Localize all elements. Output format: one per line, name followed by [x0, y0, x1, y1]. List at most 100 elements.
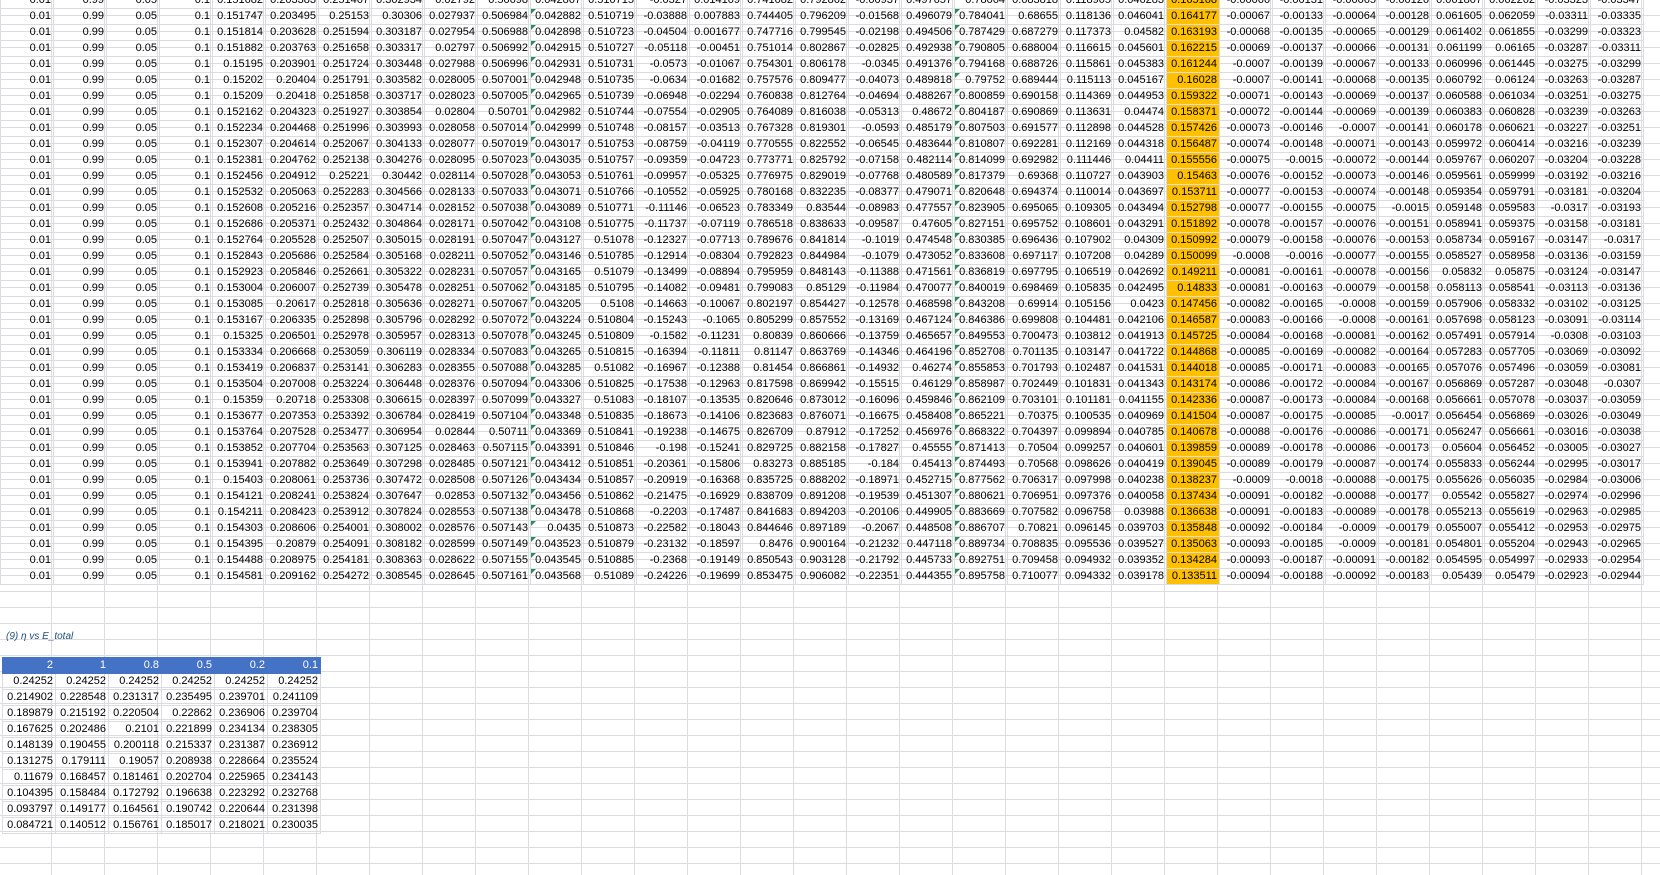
table-cell[interactable]: 0.144018 [1166, 360, 1220, 377]
table-cell[interactable]: 0.305168 [371, 248, 425, 265]
table-cell[interactable]: -0.0007 [1219, 56, 1273, 73]
table-cell[interactable]: 0.060828 [1484, 104, 1538, 121]
table-cell[interactable]: 0.510785 [583, 248, 637, 265]
table-cell[interactable]: 0.689444 [1007, 72, 1061, 89]
table-cell[interactable]: 0.189879 [2, 705, 56, 722]
table-cell[interactable]: -0.16675 [848, 408, 902, 425]
table-cell[interactable]: 0.858987 [954, 376, 1008, 393]
table-cell[interactable]: 0.251858 [318, 88, 372, 105]
table-cell[interactable]: 0.1 [159, 360, 213, 377]
table-cell[interactable]: -0.00173 [1272, 392, 1326, 409]
table-cell[interactable]: 0.843208 [954, 296, 1008, 313]
table-cell[interactable]: -0.03311 [1537, 8, 1591, 25]
table-cell[interactable]: -0.00076 [1219, 168, 1273, 185]
table-cell[interactable]: 0.805299 [742, 312, 796, 329]
table-cell[interactable]: -0.00085 [1219, 344, 1273, 361]
table-cell[interactable]: 0.50701 [477, 104, 531, 121]
table-cell[interactable]: 0.057698 [1431, 312, 1485, 329]
table-cell[interactable]: -0.03239 [1590, 136, 1644, 153]
table-cell[interactable]: -0.10067 [689, 296, 743, 313]
table-cell[interactable]: 0.15325 [212, 328, 266, 345]
table-cell[interactable]: -0.18107 [636, 392, 690, 409]
table-cell[interactable]: 0.203628 [265, 24, 319, 41]
table-cell[interactable]: 0.06165 [1484, 40, 1538, 57]
table-cell[interactable]: 0.235524 [267, 753, 321, 770]
table-cell[interactable]: -0.0009 [1325, 536, 1379, 553]
table-cell[interactable]: 0.79752 [954, 72, 1008, 89]
table-cell[interactable]: -0.00092 [1219, 520, 1273, 537]
table-cell[interactable]: 0.307647 [371, 488, 425, 505]
table-cell[interactable]: -0.2067 [848, 520, 902, 537]
table-cell[interactable]: 0.692281 [1007, 136, 1061, 153]
table-cell[interactable]: 0.510715 [583, 0, 637, 9]
table-cell[interactable]: 0.221899 [161, 721, 215, 738]
table-cell[interactable]: 0.04289 [1113, 248, 1167, 265]
table-cell[interactable]: 0.99 [53, 152, 107, 169]
table-cell[interactable]: 0.04309 [1113, 232, 1167, 249]
table-cell[interactable]: 0.05 [106, 344, 160, 361]
table-cell[interactable]: 0.096145 [1060, 520, 1114, 537]
table-cell[interactable]: 0.01 [0, 152, 54, 169]
table-cell[interactable]: -0.02198 [848, 24, 902, 41]
table-cell[interactable]: 0.234143 [267, 769, 321, 786]
table-cell[interactable]: 0.140678 [1166, 424, 1220, 441]
table-cell[interactable]: 0.043291 [1113, 216, 1167, 233]
table-cell[interactable]: 0.05542 [1431, 488, 1485, 505]
table-cell[interactable]: 0.85129 [795, 280, 849, 297]
table-cell[interactable]: 0.45555 [901, 440, 955, 457]
table-cell[interactable]: 0.116615 [1060, 40, 1114, 57]
table-cell[interactable]: 0.696436 [1007, 232, 1061, 249]
table-cell[interactable]: 0.1 [159, 552, 213, 569]
table-cell[interactable]: -0.18673 [636, 408, 690, 425]
table-cell[interactable]: 0.043494 [1113, 200, 1167, 217]
table-cell[interactable]: 0.1 [159, 456, 213, 473]
table-cell[interactable]: 0.204468 [265, 120, 319, 137]
table-cell[interactable]: 0.885185 [795, 456, 849, 473]
table-cell[interactable]: 0.05 [106, 520, 160, 537]
table-cell[interactable]: 0.152162 [212, 104, 266, 121]
table-cell[interactable]: 0.202704 [161, 769, 215, 786]
table-cell[interactable]: 0.741082 [742, 0, 796, 9]
table-cell[interactable]: 0.057287 [1484, 376, 1538, 393]
table-cell[interactable]: 0.152532 [212, 184, 266, 201]
table-cell[interactable]: 0.01 [0, 552, 54, 569]
table-cell[interactable]: 0.1 [159, 504, 213, 521]
table-cell[interactable]: 0.253059 [318, 344, 372, 361]
table-cell[interactable]: -0.00069 [1325, 104, 1379, 121]
table-cell[interactable]: -0.00135 [1378, 72, 1432, 89]
table-cell[interactable]: -0.12327 [636, 232, 690, 249]
table-cell[interactable]: 0.101831 [1060, 376, 1114, 393]
table-cell[interactable]: -0.0008 [1325, 312, 1379, 329]
table-cell[interactable]: 0.770555 [742, 136, 796, 153]
table-cell[interactable]: 0.99 [53, 184, 107, 201]
table-cell[interactable]: -0.24226 [636, 568, 690, 585]
table-cell[interactable]: 0.131275 [2, 753, 56, 770]
table-cell[interactable]: 0.307472 [371, 472, 425, 489]
table-cell[interactable]: 0.855853 [954, 360, 1008, 377]
table-cell[interactable]: -0.00137 [1272, 40, 1326, 57]
table-cell[interactable]: -0.00156 [1378, 264, 1432, 281]
table-cell[interactable]: 0.507072 [477, 312, 531, 329]
table-cell[interactable]: -0.07768 [848, 168, 902, 185]
table-cell[interactable]: 0.05 [106, 152, 160, 169]
table-cell[interactable]: 0.838709 [742, 488, 796, 505]
table-cell[interactable]: 0.05 [106, 184, 160, 201]
table-cell[interactable]: 0.829019 [795, 168, 849, 185]
table-cell[interactable]: 0.70568 [1007, 456, 1061, 473]
table-cell[interactable]: 0.51082 [583, 360, 637, 377]
table-cell[interactable]: 0.506988 [477, 24, 531, 41]
table-cell[interactable]: 0.492938 [901, 40, 955, 57]
table-cell[interactable]: 0.24252 [55, 673, 109, 690]
table-cell[interactable]: -0.03147 [1590, 264, 1644, 281]
table-cell[interactable]: 0.307298 [371, 456, 425, 473]
table-cell[interactable]: 0.25153 [318, 8, 372, 25]
table-cell[interactable]: 0.01 [0, 408, 54, 425]
table-cell[interactable]: 0.840019 [954, 280, 1008, 297]
table-cell[interactable]: -0.11737 [636, 216, 690, 233]
table-cell[interactable]: 0.041722 [1113, 344, 1167, 361]
table-cell[interactable]: 0.99 [53, 200, 107, 217]
table-cell[interactable]: 0.473052 [901, 248, 955, 265]
table-cell[interactable]: -0.0307 [1590, 376, 1644, 393]
table-cell[interactable]: 0.692982 [1007, 152, 1061, 169]
table-cell[interactable]: 0.045167 [1113, 72, 1167, 89]
